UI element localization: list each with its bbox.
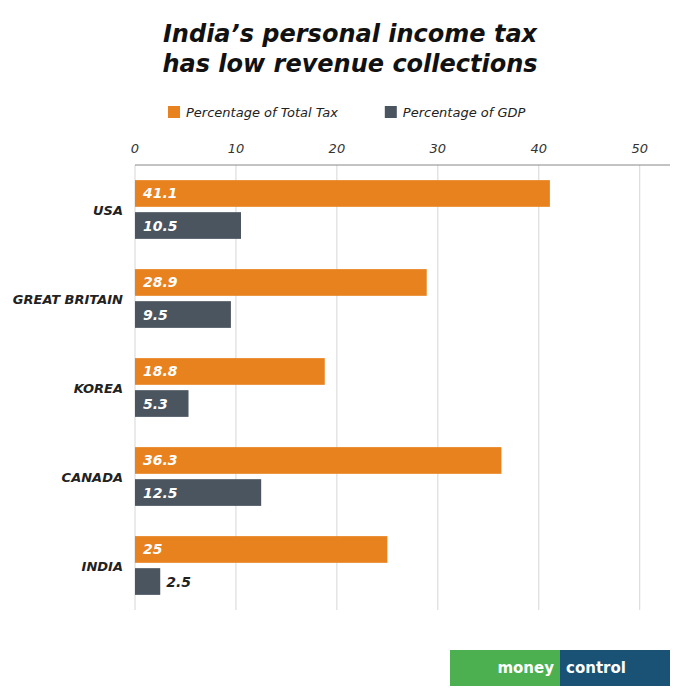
data-label: 18.8 bbox=[143, 363, 178, 379]
x-tick-label: 10 bbox=[228, 141, 245, 156]
bar bbox=[135, 269, 427, 296]
y-tick-label: INDIA bbox=[82, 559, 123, 574]
grid bbox=[135, 165, 640, 610]
grid-line bbox=[538, 165, 539, 610]
data-label: 36.3 bbox=[143, 452, 178, 468]
legend-swatch bbox=[385, 106, 397, 118]
bar bbox=[135, 390, 189, 417]
bar bbox=[135, 536, 387, 563]
legend-swatch bbox=[168, 106, 180, 118]
title-line: India’s personal income tax bbox=[163, 20, 539, 48]
y-tick-label: KOREA bbox=[74, 381, 123, 396]
y-tick-label: USA bbox=[93, 203, 123, 218]
grid-line bbox=[437, 165, 438, 610]
bar bbox=[135, 212, 241, 239]
annotation: control bbox=[566, 659, 626, 677]
bar bbox=[135, 447, 501, 474]
legend: Percentage of Total Tax Percentage of GDP bbox=[168, 105, 526, 120]
chart: India’s personal income taxhas low reven… bbox=[0, 0, 700, 700]
legend-label: Percentage of Total Tax bbox=[186, 105, 338, 120]
grid-line bbox=[639, 165, 640, 610]
bars bbox=[135, 180, 550, 595]
x-axis-line bbox=[135, 165, 670, 166]
bar bbox=[135, 180, 550, 207]
data-label: 12.5 bbox=[143, 485, 178, 501]
bar bbox=[135, 358, 325, 385]
legend-label: Percentage of GDP bbox=[403, 105, 526, 120]
y-tick-label: GREAT BRITAIN bbox=[13, 292, 123, 307]
x-tick-label: 40 bbox=[531, 141, 548, 156]
data-label: 9.5 bbox=[143, 307, 168, 323]
y-tick-label: CANADA bbox=[62, 470, 123, 485]
x-tick-label: 50 bbox=[631, 141, 648, 156]
x-tick-label: 0 bbox=[131, 141, 139, 156]
badge-segment bbox=[560, 650, 670, 686]
data-label: 41.1 bbox=[142, 185, 178, 201]
title: India’s personal income taxhas low reven… bbox=[162, 20, 538, 78]
x-tick-label: 20 bbox=[329, 141, 346, 156]
bar bbox=[135, 301, 231, 328]
data-label: 10.5 bbox=[143, 218, 178, 234]
data-label: 5.3 bbox=[143, 396, 168, 412]
title-line: has low revenue collections bbox=[162, 50, 537, 78]
annotation: money bbox=[497, 659, 554, 677]
bar bbox=[135, 568, 160, 595]
data-label: 25 bbox=[143, 541, 163, 557]
badge: money control bbox=[450, 650, 670, 686]
bar bbox=[135, 479, 261, 506]
data-label: 28.9 bbox=[143, 274, 178, 290]
data-labels: 41.1 10.5 28.9 9.5 18.8 5.3 36.3 12.5 25 2.5 bbox=[142, 185, 191, 589]
x-tick-label: 30 bbox=[430, 141, 447, 156]
badge-segment bbox=[450, 650, 560, 686]
data-label: 2.5 bbox=[166, 574, 191, 590]
